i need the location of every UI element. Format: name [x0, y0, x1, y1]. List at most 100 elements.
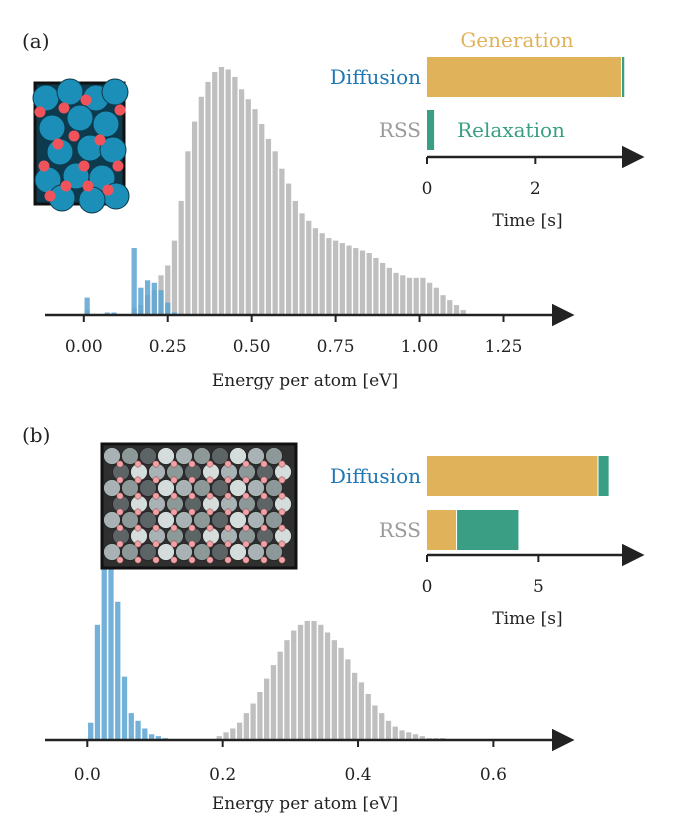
diffusion-relaxation-segment [622, 57, 625, 97]
structure-image-a [32, 78, 130, 214]
rss-relaxation-segment [457, 510, 519, 550]
rss-bar [373, 257, 379, 315]
rss-row-label: RSS [379, 518, 421, 542]
rss-bar [304, 620, 310, 740]
rss-bar [171, 240, 178, 315]
diffusion-row-label: Diffusion [330, 464, 421, 488]
rss-bar [353, 248, 359, 315]
rss-bar [365, 693, 371, 740]
rss-bar [292, 200, 298, 315]
inset-xlabel: Time [s] [492, 609, 562, 629]
rss-bar [205, 81, 211, 315]
diffusion-bar [142, 728, 148, 740]
diffusion-bar [155, 736, 162, 740]
rss-bar [291, 630, 297, 740]
diffusion-generation-segment [427, 57, 621, 97]
rss-bar [339, 243, 345, 315]
rss-bar [366, 253, 372, 315]
rss-bar [392, 726, 398, 740]
rss-bar [178, 200, 184, 315]
rss-bar [346, 245, 352, 315]
rss-bar [372, 705, 378, 740]
panel-label-b: (b) [22, 423, 50, 447]
rss-bar [259, 124, 265, 315]
rss-row-label: RSS [379, 118, 421, 142]
rss-bar [419, 736, 425, 740]
rss-bar [306, 220, 312, 315]
generation-legend-label: Generation [460, 28, 573, 52]
rss-bar [406, 732, 412, 740]
rss-bar [406, 277, 413, 315]
diffusion-bar [115, 601, 121, 740]
rss-bar [272, 151, 278, 315]
rss-bar [243, 713, 249, 740]
rss-bar [277, 651, 283, 740]
rss-bar [460, 310, 466, 315]
rss-bar [264, 678, 270, 740]
inset-x-tick-label: 0 [422, 577, 433, 597]
diffusion-bar [158, 290, 164, 315]
rss-bar [386, 267, 392, 315]
rss-bar [399, 730, 405, 740]
rss-bar [223, 732, 229, 740]
diffusion-bar [135, 720, 141, 740]
rss-bar [216, 736, 222, 740]
panel-a-xlabel: Energy per atom [eV] [212, 371, 398, 391]
rss-bar [285, 183, 292, 315]
panel-a-histogram: 0.00 0.25 0.50 0.75 1.00 1.25 [45, 67, 575, 357]
diffusion-bar [94, 624, 101, 740]
rss-bar [265, 138, 272, 315]
diffusion-bar [88, 722, 94, 740]
rss-bar [212, 71, 218, 316]
diffusion-bar [131, 248, 137, 315]
diffusion-bar [101, 548, 107, 740]
rss-bar [447, 300, 453, 315]
relaxation-legend-label: Relaxation [457, 118, 565, 142]
rss-bar [379, 713, 385, 740]
rss-bar [270, 665, 277, 740]
x-tick-label: 1.00 [401, 337, 439, 357]
diffusion-bar [108, 563, 114, 740]
x-tick-label: 0.00 [65, 337, 103, 357]
x-tick-label: 0.50 [233, 337, 271, 357]
rss-bar [324, 632, 331, 740]
rss-bar [338, 647, 344, 740]
diffusion-bar [128, 713, 134, 740]
x-tick-label: 1.25 [485, 337, 523, 357]
rss-bar [427, 282, 433, 315]
rss-bar [238, 89, 245, 315]
rss-bar [284, 640, 290, 740]
diffusion-bar [144, 280, 151, 315]
diffusion-bar [138, 287, 144, 315]
rss-bar [225, 69, 231, 315]
rss-bar [433, 287, 439, 315]
rss-bar [393, 272, 399, 315]
rss-bar [400, 275, 406, 315]
diffusion-row-label: Diffusion [330, 65, 421, 89]
rss-bar [257, 692, 263, 740]
rss-bar [345, 659, 351, 740]
panel-a-time-inset: Diffusion RSS 0 2 Time [s] Generation Relaxati… [330, 28, 645, 231]
structure-image-b [100, 442, 298, 570]
panel-b-time-inset: Diffusion RSS 0 5 Time [s] [330, 456, 645, 629]
rss-relaxation-segment [427, 110, 435, 150]
rss-bar [218, 67, 225, 315]
rss-bar [312, 228, 319, 315]
inset-x-tick-label: 0 [422, 179, 433, 199]
diffusion-bar [151, 282, 157, 315]
rss-bar [297, 624, 304, 740]
rss-bar [412, 734, 419, 740]
rss-bar [165, 265, 171, 315]
rss-bar [359, 250, 366, 315]
panel-label-a: (a) [22, 29, 50, 53]
rss-bar [331, 640, 337, 740]
rss-bar [380, 262, 386, 315]
rss-bar [420, 277, 426, 315]
diffusion-bar [148, 734, 155, 740]
rss-bar [250, 703, 256, 740]
inset-xlabel: Time [s] [492, 211, 562, 231]
rss-bar [299, 213, 305, 315]
rss-bar [440, 295, 446, 315]
rss-bar [453, 305, 460, 315]
